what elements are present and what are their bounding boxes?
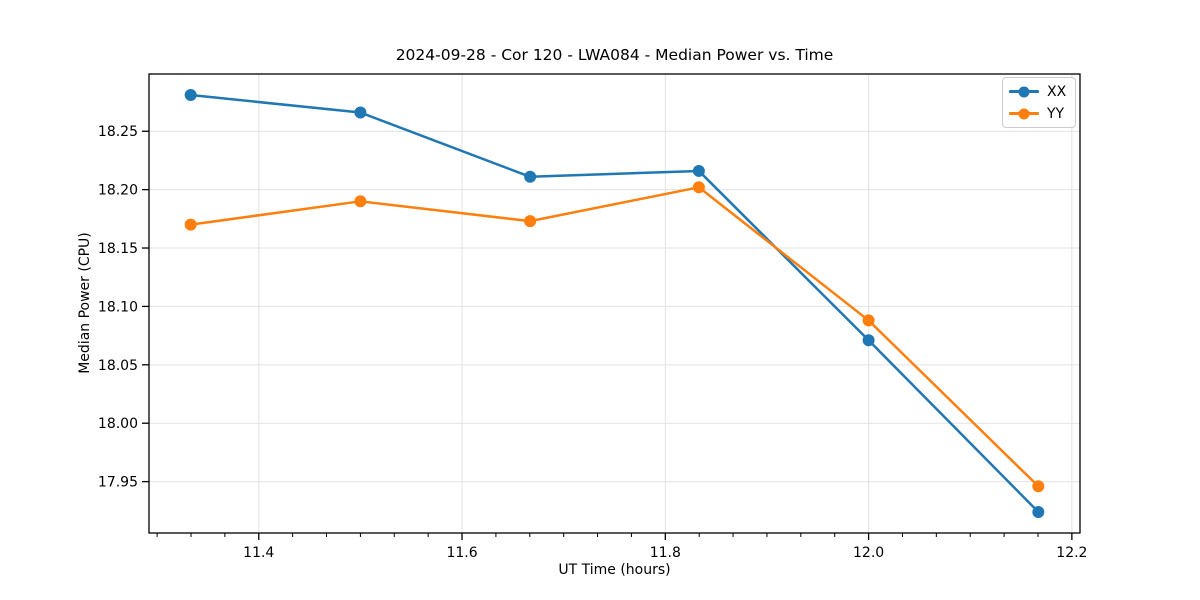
data-point (354, 195, 367, 208)
y-tick-label: 18.00 (98, 416, 138, 432)
legend-marker-icon-yy (1018, 108, 1030, 119)
x-tick-label: 11.4 (243, 545, 274, 561)
y-tick-label: 18.20 (98, 183, 138, 199)
y-tick-label: 18.05 (98, 358, 138, 374)
data-point (692, 181, 705, 194)
y-tick-label: 18.25 (98, 124, 138, 140)
x-tick-label: 11.8 (650, 545, 681, 561)
legend-entry-yy: YY (1009, 105, 1068, 122)
y-tick-label: 17.95 (98, 475, 138, 491)
data-point (184, 89, 197, 102)
data-point (862, 334, 875, 347)
legend-marker-icon-xx (1018, 86, 1030, 97)
gridlines (149, 74, 1080, 533)
series-line-xx (189, 93, 1040, 514)
series-line-yy (189, 186, 1040, 488)
legend-line-sample-xx (1009, 86, 1039, 97)
data-point (354, 106, 367, 119)
y-tick-label: 18.10 (98, 299, 138, 315)
x-tick-label: 12.0 (853, 545, 884, 561)
x-axis-label: UT Time (hours) (558, 562, 671, 578)
y-axis-label: Median Power (CPU) (77, 232, 93, 374)
axis-ticks (142, 130, 1073, 540)
x-tick-label: 11.6 (446, 545, 477, 561)
data-point (862, 314, 875, 327)
data-point (184, 218, 197, 231)
data-point (1032, 480, 1045, 493)
series-markers-yy (184, 181, 1045, 493)
data-point (524, 170, 537, 183)
tick-labels: 11.4 11.6 11.8 12.0 12.2 17.95 18.00 18.05 18.10… (98, 124, 1088, 561)
legend-entry-xx: XX (1009, 83, 1068, 100)
data-point (692, 164, 705, 177)
chart-title: 2024-09-28 - Cor 120 - LWA084 - Median P… (395, 46, 834, 64)
legend-label-yy: YY (1047, 105, 1065, 122)
legend: XX YY (1002, 77, 1076, 128)
x-tick-label: 12.2 (1056, 545, 1087, 561)
legend-label-xx: XX (1047, 83, 1067, 100)
data-point (1032, 505, 1045, 518)
y-tick-label: 18.15 (98, 241, 138, 257)
series-markers-xx (184, 89, 1045, 518)
legend-line-sample-yy (1009, 108, 1039, 119)
plot-border (148, 73, 1081, 534)
data-point (524, 215, 537, 228)
